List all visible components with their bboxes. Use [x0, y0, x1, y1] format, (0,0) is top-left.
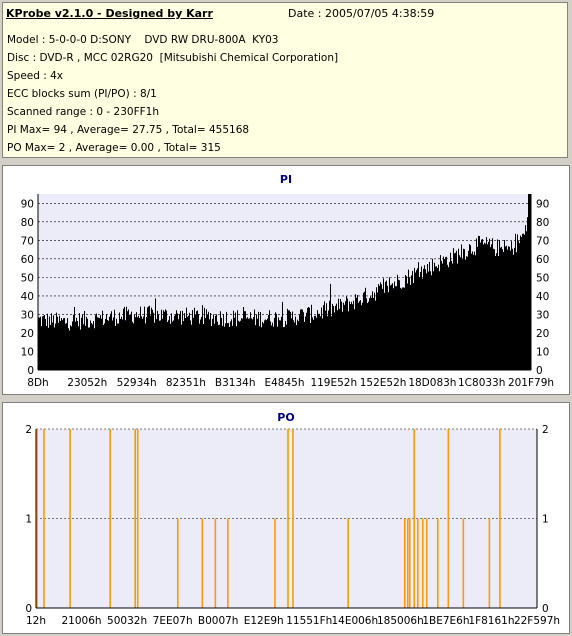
pi-ytick-right: 20	[536, 328, 549, 340]
po-ytick-left: 0	[25, 603, 32, 615]
po-grid	[36, 428, 537, 519]
pi-stats-line: PI Max= 94 , Average= 27.75 , Total= 455…	[7, 124, 250, 136]
pi-xtick-label: 119E52h	[310, 377, 357, 389]
po-xtick-label: 185006h	[377, 615, 424, 627]
po-xtick-label: E12E9h	[244, 615, 284, 627]
pi-ytick-right: 70	[536, 235, 549, 247]
po-chart-title: PO	[277, 411, 294, 424]
po-xtick-label: 22F597h	[514, 615, 560, 627]
pi-ytick-right: 40	[536, 291, 549, 303]
pi-chart-panel: PI 0 0 10 10 20 20 30 30 40 40 50 50 60 60 70 70 80 80 90 9…	[2, 165, 570, 395]
disc-line: Disc : DVD-R , MCC 02RG20 [Mitsubishi Ch…	[7, 52, 339, 64]
pi-xtick-label: B3134h	[215, 377, 256, 389]
ecc-line: ECC blocks sum (PI/PO) : 8/1	[7, 88, 157, 100]
pi-xtick-label: 201F79h	[508, 377, 554, 389]
app-title: KProbe v2.1.0 - Designed by Karr	[6, 7, 213, 20]
pi-ytick-right: 90	[536, 198, 549, 210]
pi-chart-title: PI	[280, 173, 292, 186]
pi-ytick-left: 60	[21, 254, 34, 266]
pi-ytick-right: 30	[536, 309, 549, 321]
pi-xtick-label: 152E52h	[360, 377, 407, 389]
po-xtick-label: 14E006h	[331, 615, 378, 627]
pi-ytick-left: 20	[21, 328, 34, 340]
info-panel: KProbe v2.1.0 - Designed by Karr Date : …	[2, 2, 568, 158]
po-chart-panel: PO 0 0 1 1 2 2 12h 21006h 50032h 7EE07h B0007h E12E…	[2, 402, 570, 634]
po-stats-line: PO Max= 2 , Average= 0.00 , Total= 315	[7, 142, 221, 154]
po-bars	[35, 429, 501, 608]
pi-xtick-label: E4845h	[264, 377, 304, 389]
po-xtick-label: 21006h	[62, 615, 102, 627]
pi-xtick-label: 8Dh	[27, 377, 48, 389]
pi-ytick-right: 80	[536, 217, 549, 229]
pi-ytick-left: 40	[21, 291, 34, 303]
pi-ytick-right: 60	[536, 254, 549, 266]
po-ytick-right: 2	[542, 424, 549, 436]
po-xtick-label: 7EE07h	[153, 615, 193, 627]
scan-date: Date : 2005/07/05 4:38:59	[288, 7, 435, 20]
po-xtick-label: 11551Fh	[286, 615, 332, 627]
range-line: Scanned range : 0 - 230FF1h	[7, 106, 159, 118]
po-xtick-label: B0007h	[198, 615, 239, 627]
pi-ytick-right: 0	[536, 365, 543, 377]
pi-ytick-left: 50	[21, 272, 34, 284]
po-xtick-label: 50032h	[107, 615, 147, 627]
pi-ytick-left: 70	[21, 235, 34, 247]
pi-xtick-label: 1C8033h	[458, 377, 505, 389]
pi-xtick-label: 18D083h	[408, 377, 456, 389]
po-xtick-label: 1F8161h	[468, 615, 514, 627]
po-xtick-label: 12h	[26, 615, 46, 627]
pi-axes: 0 0 10 10 20 20 30 30 40 40 50 50 60 60 70 70 80 80 90 90 8D…	[21, 194, 554, 389]
model-line: Model : 5-0-0-0 D:SONY DVD RW DRU-800A K…	[7, 34, 279, 46]
pi-xtick-label: 52934h	[117, 377, 157, 389]
pi-ytick-right: 10	[536, 346, 549, 358]
pi-ytick-left: 80	[21, 217, 34, 229]
pi-chart: PI 0 0 10 10 20 20 30 30 40 40 50 50 60 60 70 70 80 80 90 9…	[21, 173, 554, 389]
pi-xtick-label: 23052h	[67, 377, 107, 389]
po-ytick-left: 2	[25, 424, 32, 436]
po-ytick-right: 1	[542, 514, 549, 526]
po-xtick-label: 1BE7E6h	[422, 615, 469, 627]
po-ytick-left: 1	[25, 514, 32, 526]
speed-line: Speed : 4x	[7, 70, 64, 82]
pi-ytick-left: 90	[21, 198, 34, 210]
pi-ytick-left: 30	[21, 309, 34, 321]
pi-ytick-right: 50	[536, 272, 549, 284]
pi-ytick-left: 10	[21, 346, 34, 358]
pi-ytick-left: 0	[27, 365, 34, 377]
po-ytick-right: 0	[542, 603, 549, 615]
pi-xtick-label: 82351h	[166, 377, 206, 389]
po-chart: PO 0 0 1 1 2 2 12h 21006h 50032h 7EE07h B0007h E12E…	[25, 411, 560, 627]
